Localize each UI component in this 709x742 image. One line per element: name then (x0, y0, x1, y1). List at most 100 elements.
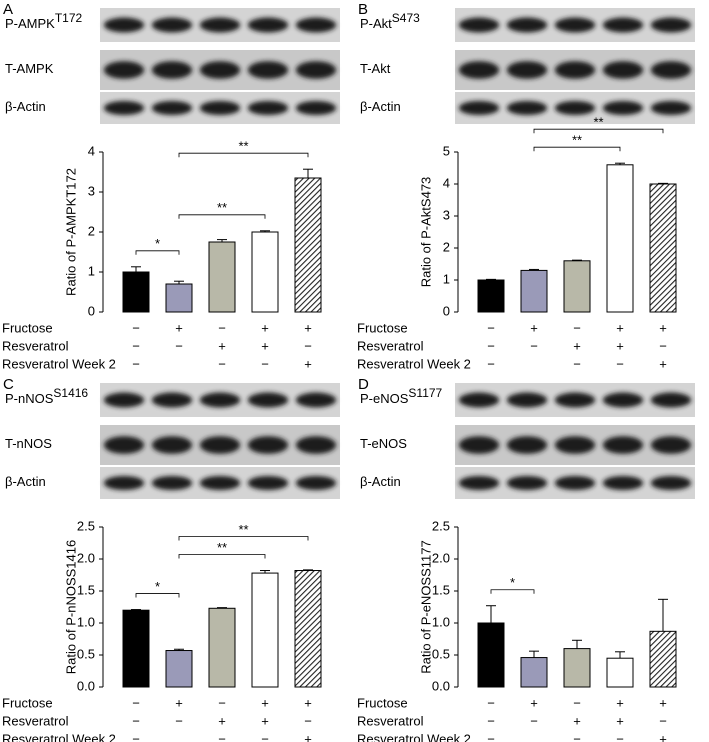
treatment-sign: + (530, 320, 538, 335)
significance-label: * (155, 236, 160, 251)
y-axis-label: Ratio of P-nNOSS1416 (63, 540, 78, 674)
treatment-sign: + (616, 320, 624, 335)
bar (165, 650, 193, 688)
y-tick-label: 2 (443, 239, 450, 254)
blot-label-main: T-Akt (360, 61, 391, 76)
bar (294, 570, 322, 688)
bar (520, 657, 548, 688)
significance-label: ** (238, 522, 248, 537)
treatment-sign: + (261, 338, 269, 353)
y-tick-label: 3 (443, 207, 450, 222)
blot-band (247, 392, 289, 408)
blot-label-main: P-AMPK (5, 16, 55, 31)
significance-label: ** (572, 133, 582, 148)
y-tick-label: 1.0 (77, 614, 95, 629)
treatment-name: Resveratrol Week 2 (2, 356, 116, 371)
blot-label: β-Actin (360, 474, 401, 489)
y-tick-label: 2.5 (432, 518, 450, 533)
blot-band (650, 61, 692, 79)
treatment-sign: + (530, 695, 538, 710)
blot-label: T-nNOS (5, 436, 52, 451)
blot-band (247, 436, 289, 454)
treatment-sign: + (175, 695, 183, 710)
treatment-sign: + (261, 695, 269, 710)
blot-label-main: T-AMPK (5, 61, 54, 76)
blot-band (602, 100, 644, 116)
blot-band (506, 100, 548, 116)
blot-band (506, 17, 548, 33)
y-tick-label: 1 (443, 271, 450, 286)
y-tick-label: 0 (443, 303, 450, 318)
y-tick-label: 0.5 (77, 646, 95, 661)
blot-label-main: β-Actin (360, 99, 401, 114)
treatment-sign: + (304, 731, 312, 742)
significance-label: * (155, 579, 160, 594)
blot-band (506, 61, 548, 79)
blot-band (151, 100, 193, 116)
blot-label-sup: S473 (392, 11, 420, 25)
blot-label: P-AktS473 (360, 11, 420, 31)
treatment-sign: − (132, 338, 140, 353)
y-axis-label: Ratio of P-eNOSS1177 (418, 540, 433, 673)
treatment-sign: − (304, 713, 312, 728)
panel-letter: A (3, 1, 13, 18)
significance-bracket (178, 536, 309, 541)
blot-band (295, 100, 337, 116)
treatment-sign: − (487, 731, 495, 742)
treatment-name: Resveratrol (357, 338, 424, 353)
significance-label: ** (217, 540, 227, 555)
y-tick-label: 2 (88, 223, 95, 238)
blot-band (506, 436, 548, 454)
treatment-sign: + (659, 320, 667, 335)
blot-label-sup: T172 (55, 11, 83, 25)
y-tick-label: 4 (88, 143, 95, 158)
treatment-sign: − (487, 356, 495, 371)
treatment-sign: − (132, 713, 140, 728)
bar (520, 269, 548, 313)
blot-band (554, 61, 596, 79)
treatment-sign: − (573, 695, 581, 710)
blot-label: β-Actin (5, 474, 46, 489)
y-tick-label: 1.5 (77, 582, 95, 597)
treatment-sign: + (304, 320, 312, 335)
blot-band (199, 392, 241, 408)
blot-label-sup: S1416 (53, 386, 88, 400)
treatment-name: Resveratrol (2, 338, 69, 353)
treatment-sign: + (304, 695, 312, 710)
y-tick-label: 4 (443, 175, 450, 190)
treatment-sign: − (659, 713, 667, 728)
blot-band (151, 436, 193, 454)
blot-band (247, 61, 289, 79)
blot-band (458, 475, 500, 491)
y-tick-label: 0.5 (432, 646, 450, 661)
blot-band (650, 392, 692, 408)
bar (122, 609, 150, 688)
treatment-sign: + (659, 731, 667, 742)
treatment-sign: + (218, 338, 226, 353)
treatment-sign: − (304, 338, 312, 353)
treatment-name: Fructose (2, 320, 53, 335)
treatment-sign: − (487, 713, 495, 728)
blot-band (458, 436, 500, 454)
blot-band (650, 436, 692, 454)
blot-band (103, 392, 145, 408)
significance-bracket (178, 152, 309, 158)
blot-band (650, 100, 692, 116)
treatment-sign: − (616, 356, 624, 371)
bar (251, 231, 279, 313)
treatment-name: Fructose (2, 695, 53, 710)
bar (208, 607, 236, 688)
bar (122, 271, 150, 313)
blot-band (103, 61, 145, 79)
y-axis-label: Ratio of P-AMPKT172 (63, 168, 78, 296)
significance-label: ** (238, 139, 248, 154)
treatment-sign: − (573, 731, 581, 742)
blot-band (554, 436, 596, 454)
blot-label: P-eNOSS1177 (360, 386, 443, 406)
bar (563, 648, 591, 688)
bar (563, 260, 591, 313)
panel: DP-eNOSS1177 T-eNOS β-Actin 0.0 0.5 1.0 1.5 2.0… (357, 376, 695, 742)
bar (649, 630, 677, 688)
